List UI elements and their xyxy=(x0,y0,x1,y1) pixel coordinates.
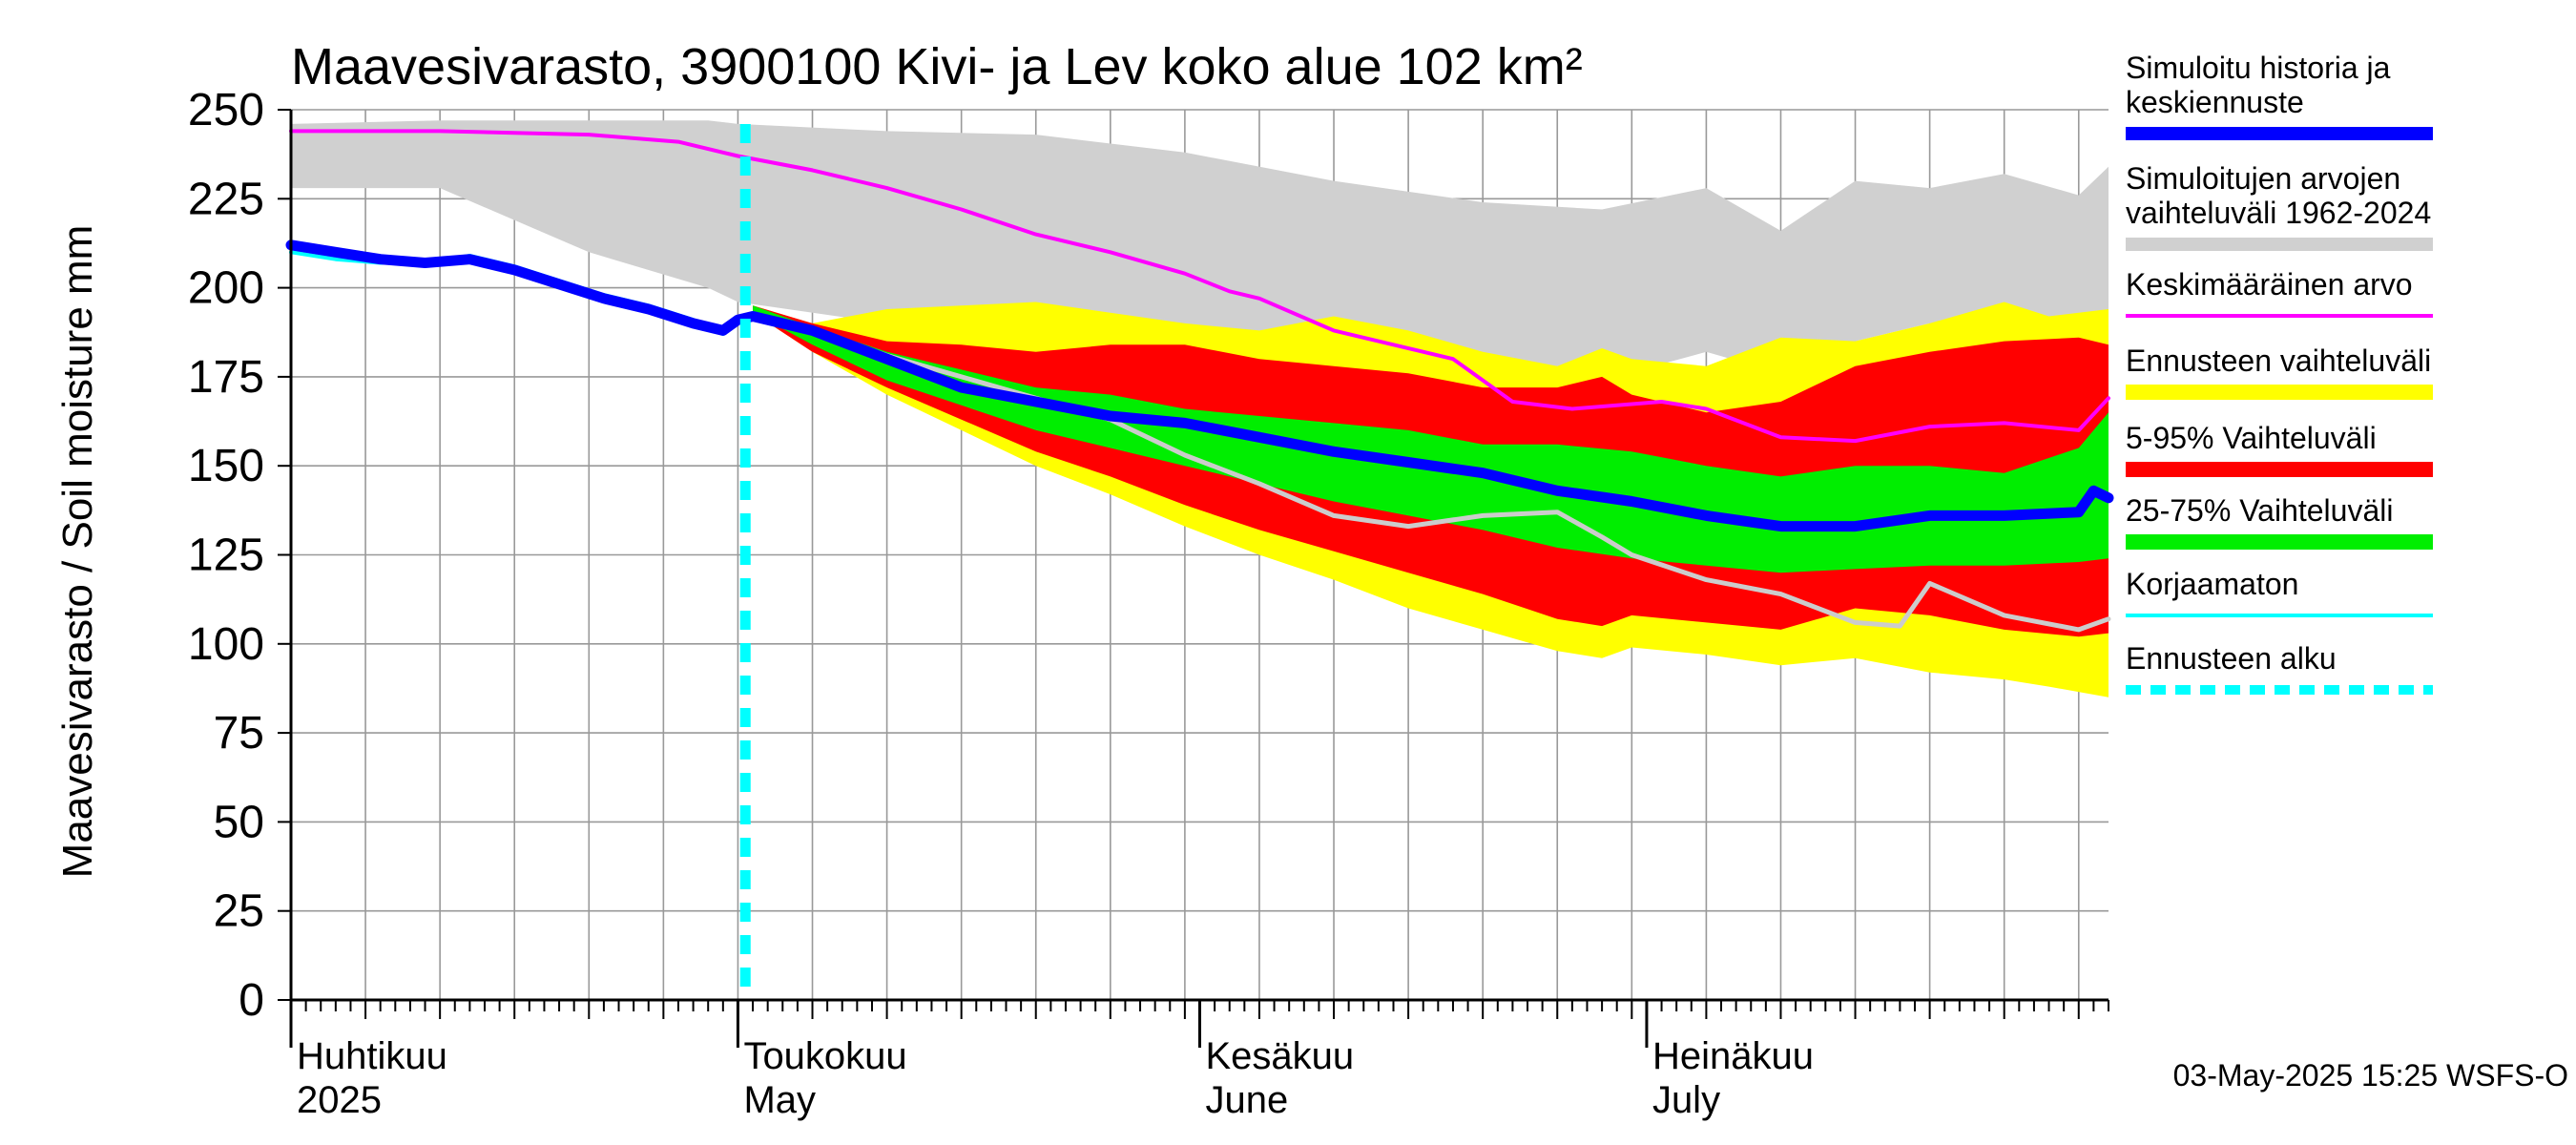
y-tick-label: 200 xyxy=(188,263,264,314)
legend-label: Ennusteen vaihteluväli xyxy=(2126,344,2431,378)
chart-title: Maavesivarasto, 3900100 Kivi- ja Lev kok… xyxy=(291,38,1583,95)
y-tick-label: 175 xyxy=(188,352,264,403)
data-layer xyxy=(285,120,2114,1000)
legend-label: Keskimääräinen arvo xyxy=(2126,267,2413,302)
month-label-fi: Toukokuu xyxy=(743,1035,906,1077)
legend: Simuloitu historia ja keskiennuste Simuloi… xyxy=(2126,51,2433,695)
line-keskim-r-inen-arvo xyxy=(289,129,2110,444)
legend-label: 25-75% Vaihteluväli xyxy=(2126,493,2393,528)
band-25-75-vaihteluv-li xyxy=(753,305,2109,573)
band-simuloitujen-arvojen-vaihteluv-li-1962-2024 xyxy=(291,120,2109,388)
month-label-en: 2025 xyxy=(297,1079,382,1121)
timestamp-footer: 03-May-2025 15:25 WSFS-O xyxy=(2173,1058,2568,1093)
legend-label: Ennusteen alku xyxy=(2126,641,2337,676)
legend-label: Simuloitu historia ja keskiennuste xyxy=(2126,51,2391,119)
y-tick-label: 225 xyxy=(188,174,264,224)
y-tick-label: 150 xyxy=(188,441,264,491)
line-simuloitu-historia-ja-keskiennuste xyxy=(285,239,2114,532)
y-tick-label: 250 xyxy=(188,85,264,135)
axes: 0 25 50 75 100 125 150 175 200 250 225 Huhtikuu2025… xyxy=(188,85,2109,1121)
y-tick-label: 50 xyxy=(214,797,264,847)
month-label-en: July xyxy=(1652,1079,1720,1121)
y-tick-label: 100 xyxy=(188,619,264,670)
month-label-en: May xyxy=(743,1079,816,1121)
legend-label: Simuloitujen arvojen vaihteluväli 1962-20… xyxy=(2126,161,2431,230)
month-label-fi: Kesäkuu xyxy=(1206,1035,1355,1077)
y-tick-label: 125 xyxy=(188,531,264,581)
month-label-en: June xyxy=(1206,1079,1289,1121)
month-label-fi: Heinäkuu xyxy=(1652,1035,1814,1077)
month-label-fi: Huhtikuu xyxy=(297,1035,447,1077)
y-tick-label: 25 xyxy=(214,886,264,937)
legend-label: Korjaamaton xyxy=(2126,567,2298,601)
legend-label: 5-95% Vaihteluväli xyxy=(2126,421,2377,455)
line-simuloitu-ennuste-grey- xyxy=(750,314,2111,633)
y-tick-label: 75 xyxy=(214,708,264,759)
y-tick-label: 0 xyxy=(239,975,264,1026)
y-axis-label: Maavesivarasto / Soil moisture mm xyxy=(54,225,101,879)
